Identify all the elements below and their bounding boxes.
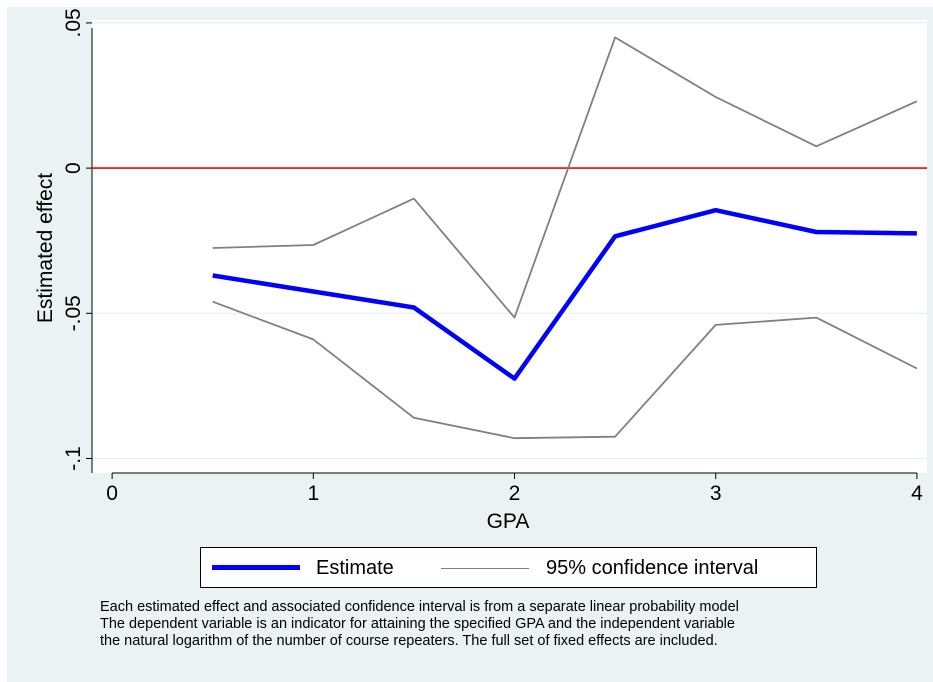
y-tick-label: 0 <box>62 162 85 174</box>
axes: -.1 -.05 0 .05 0 1 2 3 4 <box>62 8 923 505</box>
x-axis-label: GPA <box>487 510 530 533</box>
x-tick-label: 4 <box>911 482 923 505</box>
estimate-line <box>212 207 917 381</box>
series-lines <box>92 36 927 440</box>
legend-swatch-confidence-interval <box>441 568 529 569</box>
confidence-interval-upper-line <box>212 36 918 319</box>
y-tick-label: -.1 <box>62 446 85 471</box>
x-tick-label: 1 <box>307 482 319 505</box>
x-tick-label: 0 <box>106 482 118 505</box>
chart-note: Each estimated effect and associated con… <box>100 599 930 650</box>
y-tick-label: .05 <box>62 8 85 37</box>
legend-swatch-estimate <box>212 565 300 570</box>
note-line: the natural logarithm of the number of c… <box>100 633 718 649</box>
legend-label-confidence-interval: 95% confidence interval <box>546 557 759 579</box>
y-tick-label: -.05 <box>62 295 85 331</box>
plot-area <box>92 20 927 473</box>
note-line: Each estimated effect and associated con… <box>100 599 739 615</box>
legend: Estimate 95% confidence interval <box>200 547 817 588</box>
x-tick-label: 3 <box>710 482 722 505</box>
confidence-interval-lower-line <box>212 300 918 440</box>
y-axis-label: Estimated effect <box>34 173 57 323</box>
legend-label-estimate: Estimate <box>316 557 394 579</box>
x-tick-label: 2 <box>509 482 521 505</box>
note-line: The dependent variable is an indicator f… <box>100 616 735 632</box>
